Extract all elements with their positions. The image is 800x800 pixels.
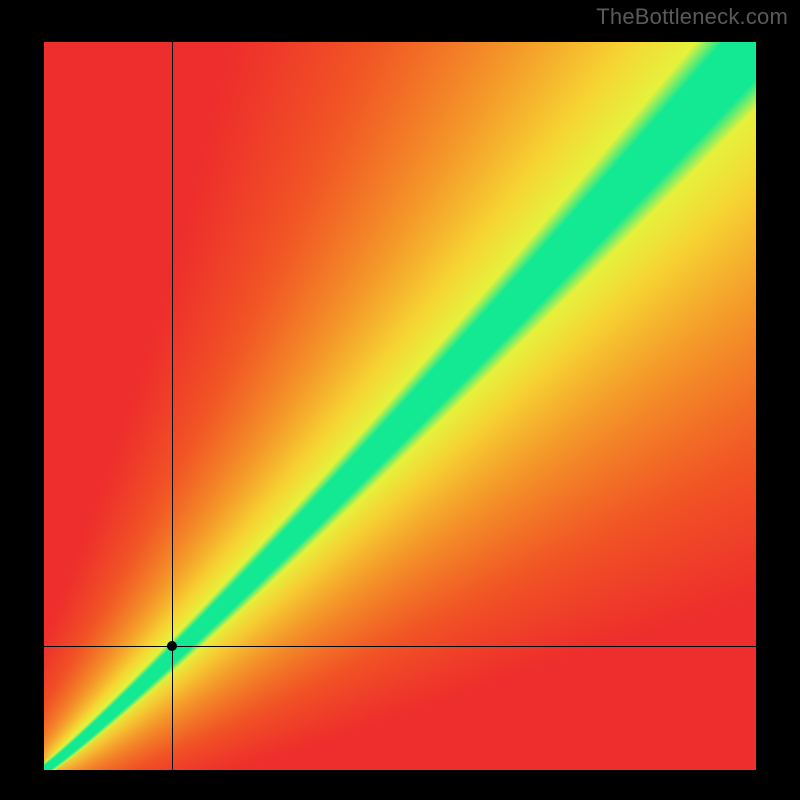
border-bottom bbox=[0, 770, 800, 800]
watermark: TheBottleneck.com bbox=[596, 4, 788, 30]
crosshair-vertical bbox=[172, 42, 173, 770]
crosshair-horizontal bbox=[44, 646, 756, 647]
border-left bbox=[0, 0, 44, 800]
bottleneck-heatmap bbox=[44, 42, 756, 770]
chart-container: TheBottleneck.com bbox=[0, 0, 800, 800]
border-right bbox=[756, 0, 800, 800]
